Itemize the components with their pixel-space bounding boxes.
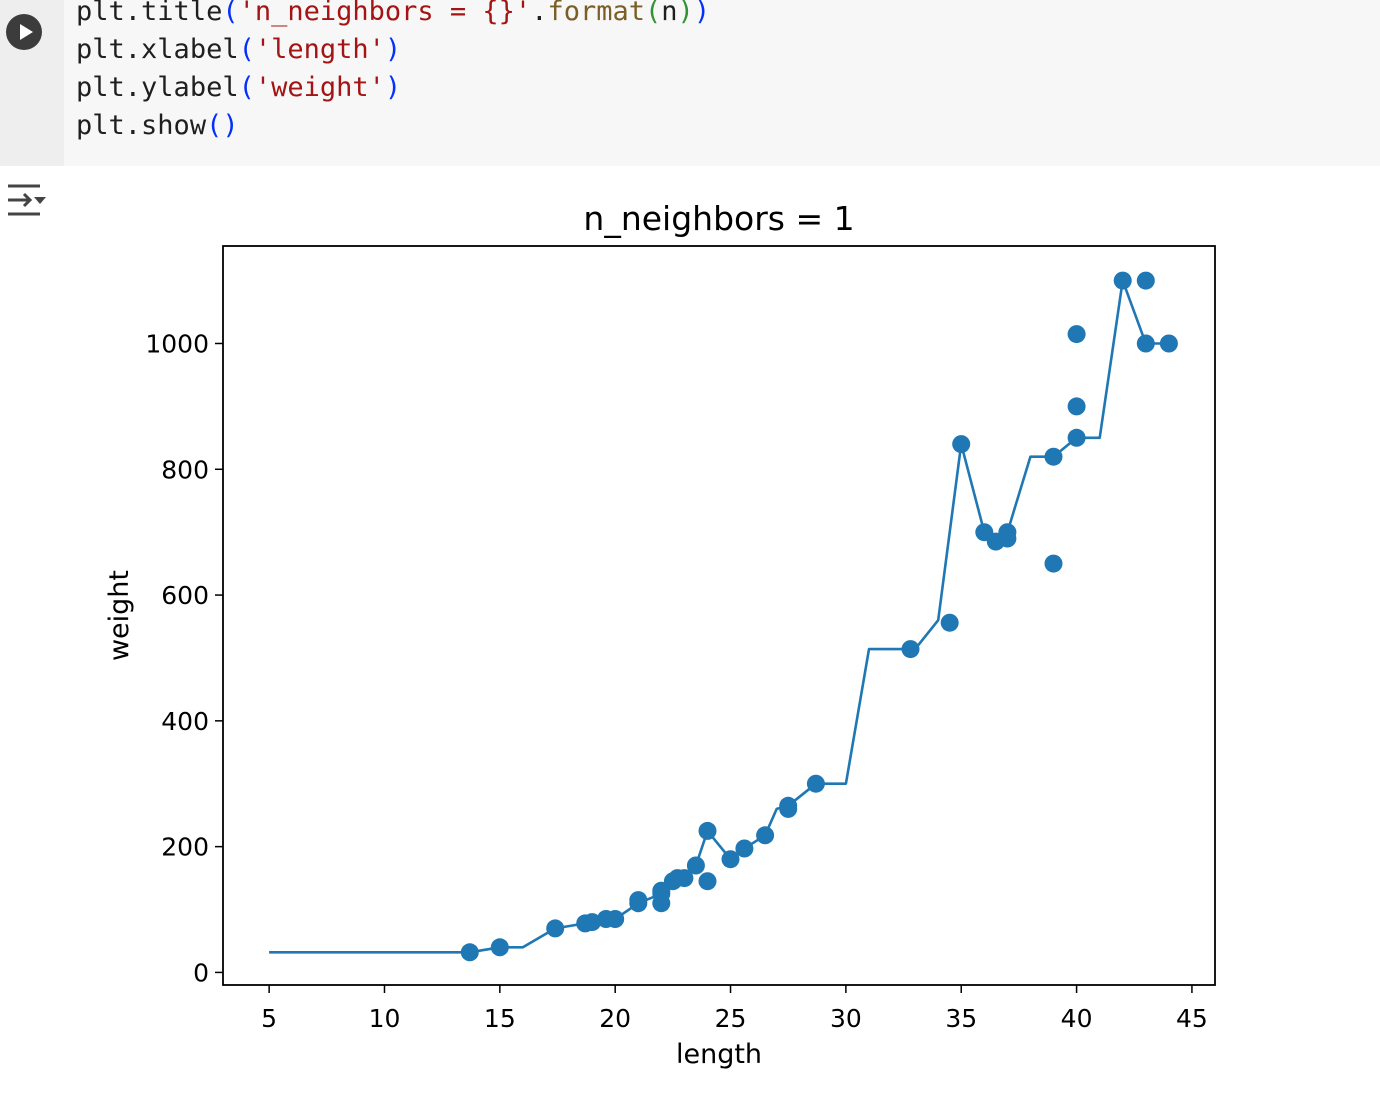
x-tick-label: 10 [369,1004,401,1033]
scatter-point [490,938,509,957]
scatter-point [901,640,920,659]
scatter-point [652,894,671,913]
scatter-point [779,799,798,818]
y-tick-label: 0 [193,958,209,987]
collapse-output-icon [8,184,46,216]
x-tick-label: 40 [1061,1004,1093,1033]
x-tick-label: 25 [715,1004,747,1033]
x-tick-label: 5 [261,1004,277,1033]
scatter-point [952,435,971,454]
scatter-point [1067,397,1086,416]
prediction-line [269,279,1169,954]
y-tick-label: 600 [161,581,209,610]
scatter-point [606,910,625,928]
scatter-point [756,826,775,845]
x-tick-label: 15 [484,1004,516,1033]
y-axis-label: weight [104,570,135,661]
y-tick-label: 800 [161,455,209,484]
code-line-2: plt.xlabel('length') [76,34,402,65]
run-cell-button[interactable] [6,14,42,50]
scatter-point [698,821,717,840]
x-tick-label: 30 [830,1004,862,1033]
scatter-point [940,613,959,632]
code-line-4: plt.show() [76,110,239,141]
cell-gutter [0,0,64,166]
chart-title: n_neighbors = 1 [583,199,854,238]
plot-area-frame [222,245,1216,986]
scatter-point [698,872,717,891]
y-tick-label: 200 [161,833,209,862]
y-tick-label: 1000 [145,329,209,358]
y-tick-label: 400 [161,707,209,736]
scatter-point [721,850,740,869]
scatter-point [998,529,1017,548]
scatter-point [1136,334,1155,353]
scatter-point [675,869,694,888]
x-tick-label: 45 [1176,1004,1208,1033]
code-line-1: plt.title('n_neighbors = {}'.format(n)) [76,0,711,27]
scatter-point [1044,447,1063,466]
scatter-point [1136,271,1155,290]
x-tick-label: 35 [945,1004,977,1033]
scatter-point [806,774,825,793]
scatter-point [629,891,648,910]
chart-svg: n_neighbors = 1 5 10 15 20 25 30 35 40 45 0 200 400 6… [104,199,1216,1070]
scatter-point [546,919,565,938]
scatter-point [1067,428,1086,447]
code-cell: plt.title('n_neighbors = {}'.format(n)) … [0,0,1380,166]
play-icon [20,24,33,40]
scatter-point [1159,334,1178,353]
scatter-point [460,943,479,962]
scatter-point [1067,325,1086,344]
code-line-3: plt.ylabel('weight') [76,72,402,103]
scatter-point [686,856,705,875]
output-toggle-button[interactable] [2,180,48,220]
x-axis-label: length [676,1039,762,1070]
code-editor[interactable]: plt.title('n_neighbors = {}'.format(n)) … [64,0,1380,166]
x-tick-label: 20 [599,1004,631,1033]
scatter-point [735,839,754,858]
scatter-point [583,913,602,932]
scatter-point [1113,271,1132,290]
chart-figure: n_neighbors = 1 5 10 15 20 25 30 35 40 45 0 200 400 6… [0,166,1380,1090]
scatter-point [1044,554,1063,573]
